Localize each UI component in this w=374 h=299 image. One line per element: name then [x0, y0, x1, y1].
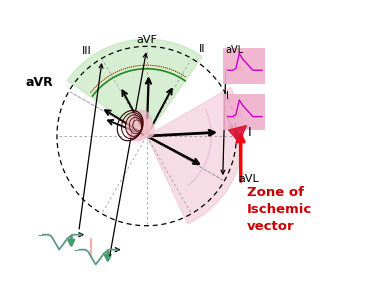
Text: Zone of
Ischemic
vector: Zone of Ischemic vector [247, 186, 312, 233]
Text: aVF: aVF [136, 35, 157, 45]
Text: aVL: aVL [238, 174, 259, 184]
Text: I: I [248, 126, 252, 139]
Text: I: I [226, 91, 229, 101]
Text: aVL: aVL [226, 45, 244, 55]
Text: III: III [82, 46, 91, 56]
Text: aVR: aVR [26, 76, 54, 89]
Ellipse shape [141, 119, 155, 138]
Ellipse shape [126, 109, 152, 142]
Polygon shape [147, 88, 243, 224]
FancyBboxPatch shape [223, 48, 265, 84]
FancyBboxPatch shape [223, 94, 265, 130]
Text: II: II [199, 44, 205, 54]
Polygon shape [229, 126, 246, 142]
Polygon shape [67, 39, 202, 136]
